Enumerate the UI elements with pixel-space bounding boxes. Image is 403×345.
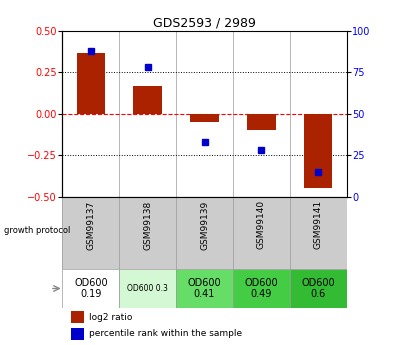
Bar [133, 86, 162, 114]
Text: OD600
0.19: OD600 0.19 [74, 278, 108, 299]
Text: GSM99137: GSM99137 [86, 200, 96, 249]
Bar [190, 114, 219, 122]
Text: OD600 0.3: OD600 0.3 [127, 284, 168, 293]
Bar [119, 269, 176, 308]
Bar [71, 311, 84, 323]
Text: OD600
0.49: OD600 0.49 [245, 278, 278, 299]
Text: GSM99139: GSM99139 [200, 200, 209, 249]
Bar [233, 269, 290, 308]
Text: GSM99141: GSM99141 [314, 200, 323, 249]
Bar [304, 114, 332, 188]
Title: GDS2593 / 2989: GDS2593 / 2989 [153, 17, 256, 30]
Text: log2 ratio: log2 ratio [89, 313, 133, 322]
Text: growth protocol: growth protocol [4, 226, 71, 235]
Text: percentile rank within the sample: percentile rank within the sample [89, 329, 243, 338]
Bar [71, 328, 84, 340]
Bar [77, 52, 105, 114]
Text: GSM99138: GSM99138 [143, 200, 152, 249]
Text: OD600
0.41: OD600 0.41 [188, 278, 221, 299]
Text: OD600
0.6: OD600 0.6 [301, 278, 335, 299]
Text: GSM99140: GSM99140 [257, 200, 266, 249]
Bar [176, 269, 233, 308]
Bar [290, 269, 347, 308]
Bar [247, 114, 276, 130]
Bar [62, 269, 119, 308]
